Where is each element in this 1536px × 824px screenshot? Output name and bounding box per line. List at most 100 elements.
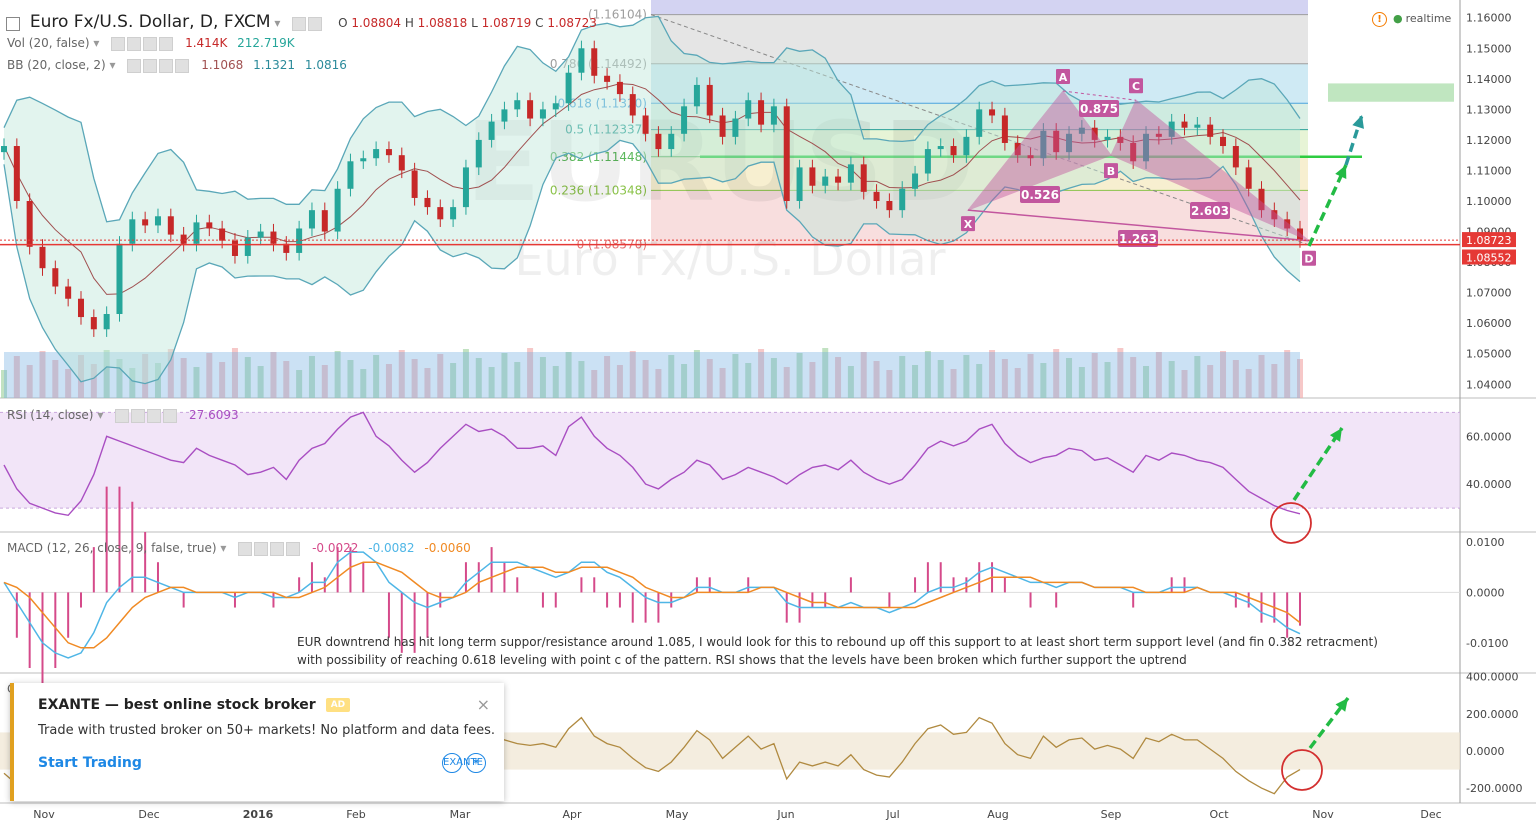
time-axis[interactable]: Nov Dec 2016 Feb Mar Apr May Jun Jul Aug Sep Oct Nov… [33, 808, 1441, 821]
drawings[interactable] [0, 83, 1460, 791]
price-tick: 1.05000 [1466, 348, 1512, 361]
fib-label-2: 0.618 (1.1320) [557, 96, 647, 110]
volume-bar [13, 356, 20, 398]
cci-tick: -200.0000 [1466, 782, 1522, 795]
bb-legend[interactable]: BB (20, close, 2) ▾ 1.1068 1.1321 1.0816 [7, 58, 347, 73]
time-tick: 2016 [243, 808, 274, 821]
candle-body [552, 103, 559, 110]
fib-label-1: 0.786 (1.14492) [550, 57, 647, 71]
rsi-legend[interactable]: RSI (14, close) ▾ 27.6093 [7, 408, 239, 423]
price-tick: 1.13000 [1466, 103, 1512, 116]
volume-bar [539, 357, 546, 398]
candle-body [1078, 127, 1085, 134]
current-price-box [1462, 232, 1516, 248]
price-tick: 1.04000 [1466, 378, 1512, 391]
macd-tick: -0.0100 [1466, 637, 1508, 650]
pattern-ratio-box [1020, 186, 1060, 203]
macd-buttons[interactable] [238, 541, 302, 556]
fib-label-0: (1.16104) [588, 8, 647, 22]
rsi-buttons[interactable] [115, 408, 179, 423]
fib-label-3: 0.5 (1.12337) [565, 123, 647, 137]
candle-body [616, 81, 623, 95]
bb-lower-value: 1.0816 [304, 58, 347, 72]
candle-body [206, 222, 213, 229]
realtime-label: realtime [1405, 12, 1452, 25]
candle-body [398, 155, 405, 171]
candle-body [244, 237, 251, 256]
volume-bar [334, 351, 341, 398]
support-price-label: 1.08552 [1466, 252, 1512, 265]
volume-bar [437, 354, 444, 398]
bb-dropdown-icon[interactable]: ▾ [109, 58, 116, 72]
ad-close-button[interactable]: × [476, 695, 490, 714]
rsi-value: 27.6093 [189, 408, 239, 422]
bb-buttons[interactable] [127, 58, 191, 73]
volume-bar [1078, 367, 1085, 398]
candle-body [52, 268, 59, 287]
symbol-title[interactable]: Euro Fx/U.S. Dollar, D, FXCM [29, 12, 271, 32]
pattern-point-box [1056, 69, 1070, 85]
candle-body [26, 201, 33, 247]
collapse-icon[interactable] [6, 16, 20, 31]
candle-body [514, 100, 521, 110]
candle-body [681, 106, 688, 134]
rsi-dropdown-icon[interactable]: ▾ [97, 408, 104, 422]
pattern-point-label: D [1304, 253, 1313, 266]
volume-bar [154, 363, 161, 398]
volume-bar [283, 361, 290, 398]
target-arrow-head [1352, 115, 1364, 129]
volume-bar [360, 369, 367, 398]
warning-icon[interactable]: ! [1372, 12, 1387, 27]
price-axis[interactable]: 1.16000 1.15000 1.14000 1.13000 1.12000 1.110… [1462, 12, 1522, 795]
candle-body [539, 109, 546, 119]
time-tick: Aug [987, 808, 1008, 821]
volume-bar [1194, 356, 1201, 398]
volume-bar [1220, 351, 1227, 398]
volume-bar [270, 352, 277, 398]
price-tick: 1.06000 [1466, 317, 1512, 330]
ad-banner[interactable]: EXANTE — best online stock broker AD Trad… [10, 683, 504, 801]
volume-bar [1040, 363, 1047, 398]
volume-bar [616, 365, 623, 398]
low-value: 1.08719 [481, 16, 532, 30]
candle-body [989, 109, 996, 116]
price-candles [1, 40, 1303, 337]
analysis-note[interactable]: EUR downtrend has hit long term suppor/r… [297, 635, 1378, 667]
cci-highlight-circle [1281, 749, 1323, 791]
volume-bar [860, 352, 867, 398]
candle-body [732, 118, 739, 137]
candle-body [385, 149, 392, 156]
volume-legend[interactable]: Vol (20, false) ▾ 1.414K 212.719K [7, 36, 295, 51]
volume-bar [873, 361, 880, 398]
volume-bar [231, 348, 238, 398]
watermark-name: Euro Fx/U.S. Dollar [514, 232, 945, 286]
volume-bar [1027, 354, 1034, 398]
volume-bar [527, 348, 534, 398]
volume-bar [1053, 349, 1060, 398]
volume-bar [475, 358, 482, 398]
candle-body [1284, 219, 1291, 229]
volume-bar [219, 362, 226, 398]
harmonic-pattern[interactable]: X A B C D 0.875 0.526 2.603 1.263 [961, 69, 1316, 266]
close-label: C [535, 16, 544, 30]
volume-bar [950, 369, 957, 398]
macd-tick: 0.0100 [1466, 536, 1505, 549]
volume-bar [450, 363, 457, 398]
symbol-buttons[interactable] [292, 16, 324, 31]
volume-bar [1143, 366, 1150, 398]
pattern-point-label: C [1132, 80, 1140, 93]
volume-buttons[interactable] [111, 36, 175, 51]
volume-bar [642, 360, 649, 398]
volume-dropdown-icon[interactable]: ▾ [93, 36, 100, 50]
target-zone [1328, 83, 1454, 102]
candle-body [1001, 115, 1008, 143]
macd-dropdown-icon[interactable]: ▾ [220, 541, 227, 555]
macd-legend[interactable]: MACD (12, 26, close, 9, false, true) ▾ -… [7, 541, 471, 556]
candle-body [655, 133, 662, 150]
symbol-dropdown-icon[interactable]: ▾ [274, 16, 281, 30]
pattern-ratio-label: 0.526 [1021, 188, 1059, 202]
ad-body: Trade with trusted broker on 50+ markets… [38, 723, 495, 738]
open-value: 1.08804 [351, 16, 401, 30]
start-trading-link[interactable]: Start Trading [38, 755, 142, 771]
